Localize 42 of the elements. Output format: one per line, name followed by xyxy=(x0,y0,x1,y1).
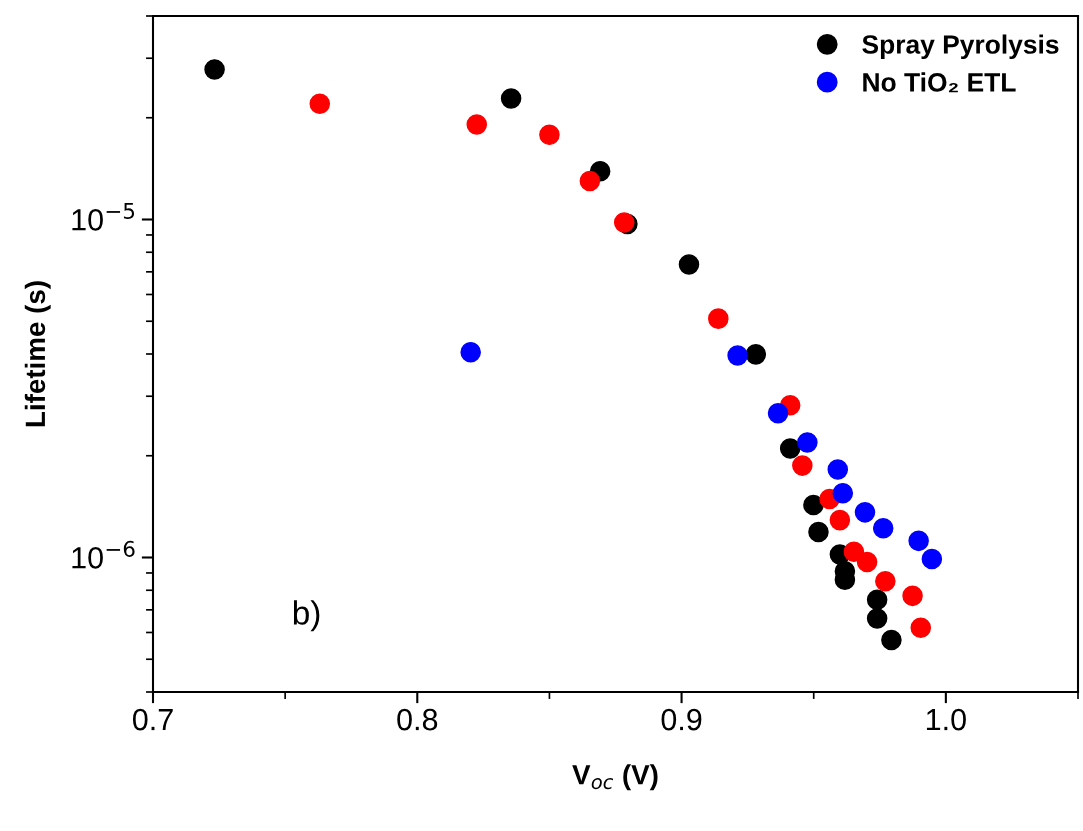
y-tick-label: 10$^{−5}$ xyxy=(72,203,135,231)
point xyxy=(309,93,331,115)
point xyxy=(779,438,801,459)
annotation: b) xyxy=(293,600,320,632)
point xyxy=(856,551,878,573)
x-tick-label: 0.7 xyxy=(132,708,173,731)
point xyxy=(902,585,923,607)
point xyxy=(829,509,851,531)
point xyxy=(579,170,601,192)
point xyxy=(875,571,896,592)
x-tick-label: 1.0 xyxy=(926,708,966,731)
x-tick-label: 0.9 xyxy=(661,708,702,731)
point xyxy=(678,254,700,275)
point xyxy=(908,530,929,552)
point xyxy=(745,344,767,365)
point xyxy=(204,59,225,80)
point xyxy=(881,629,902,651)
point xyxy=(792,455,813,476)
point xyxy=(910,617,932,638)
point xyxy=(500,88,522,109)
point xyxy=(803,494,824,516)
x-axis-title: V$_{oc}$ (V) xyxy=(572,764,658,791)
legend-label: No TiO₂ ETL xyxy=(863,72,1016,93)
point xyxy=(539,124,560,146)
point xyxy=(808,521,829,543)
point xyxy=(866,608,888,629)
y-tick-label: 10$^{−6}$ xyxy=(72,540,135,569)
point xyxy=(727,345,748,366)
point xyxy=(708,308,729,329)
y-axis-title: Lifetime (s) xyxy=(24,281,51,427)
point xyxy=(767,403,789,424)
point xyxy=(827,459,849,480)
point xyxy=(797,432,818,453)
legend-label: Spray Pyrolysis xyxy=(862,34,1059,60)
point xyxy=(921,548,943,570)
x-tick-label: 0.8 xyxy=(397,708,438,731)
point xyxy=(854,502,876,523)
point xyxy=(460,341,481,363)
point xyxy=(832,482,854,504)
point xyxy=(466,114,488,135)
point xyxy=(872,518,894,539)
point xyxy=(866,589,888,610)
